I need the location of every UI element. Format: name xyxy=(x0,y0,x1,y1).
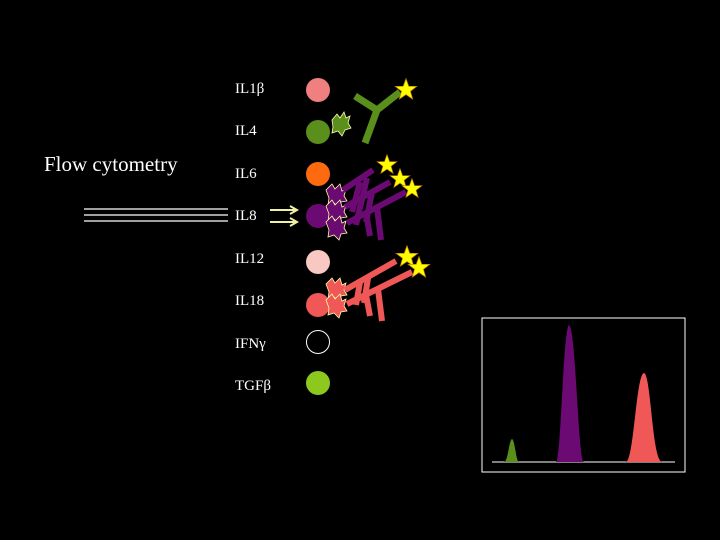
histogram-peak-il18 xyxy=(626,373,662,462)
bead-il1b xyxy=(306,78,330,102)
histogram-peak-il4 xyxy=(504,439,519,462)
star-icon xyxy=(395,245,419,267)
star-icon xyxy=(376,154,398,174)
antibody-il18-2 xyxy=(345,269,414,322)
bead-label-tgfb: TGFβ xyxy=(235,378,271,394)
cytokine-blobs xyxy=(325,111,352,319)
bead-label-il8: IL8 xyxy=(235,208,257,224)
bead-label-il4: IL4 xyxy=(235,123,257,139)
bead-ifng xyxy=(306,330,330,354)
cytokine-blob-il8-lower xyxy=(325,215,348,241)
bead-tgfb xyxy=(306,371,330,395)
bead-label-il18: IL18 xyxy=(235,293,265,309)
bead-label-il1b: IL1β xyxy=(235,81,265,97)
bead-il18 xyxy=(306,293,330,317)
title: Flow cytometry xyxy=(44,152,178,176)
antibody-il8-3 xyxy=(345,189,408,241)
arrows-to-bead xyxy=(270,205,300,227)
cytokine-blob-il4 xyxy=(331,111,352,137)
bead-label-il12: IL12 xyxy=(235,251,265,267)
bead-il6 xyxy=(306,162,330,186)
bead-label-ifng: IFNγ xyxy=(235,336,266,352)
laser-beam-lines xyxy=(84,208,228,222)
bead-il4 xyxy=(306,120,330,144)
histogram xyxy=(481,317,686,473)
star-icon xyxy=(389,168,411,188)
antibody-il4 xyxy=(353,89,403,145)
bead-il12 xyxy=(306,250,330,274)
cytokine-blob-il18-lower xyxy=(325,293,348,319)
histogram-frame xyxy=(481,317,686,473)
histogram-peak-il8 xyxy=(556,325,584,462)
bead-label-il6: IL6 xyxy=(235,166,257,182)
bead-il8 xyxy=(306,204,330,228)
fluorescent-stars xyxy=(376,78,431,278)
